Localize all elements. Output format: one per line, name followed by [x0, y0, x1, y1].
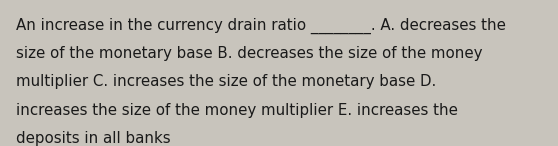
Text: increases the size of the money multiplier E. increases the: increases the size of the money multipli… [16, 103, 458, 118]
Text: deposits in all banks: deposits in all banks [16, 131, 170, 146]
Text: size of the monetary base B. decreases the size of the money: size of the monetary base B. decreases t… [16, 46, 482, 61]
Text: An increase in the currency drain ratio ________. A. decreases the: An increase in the currency drain ratio … [16, 18, 506, 34]
Text: multiplier C. increases the size of the monetary base D.: multiplier C. increases the size of the … [16, 74, 436, 89]
